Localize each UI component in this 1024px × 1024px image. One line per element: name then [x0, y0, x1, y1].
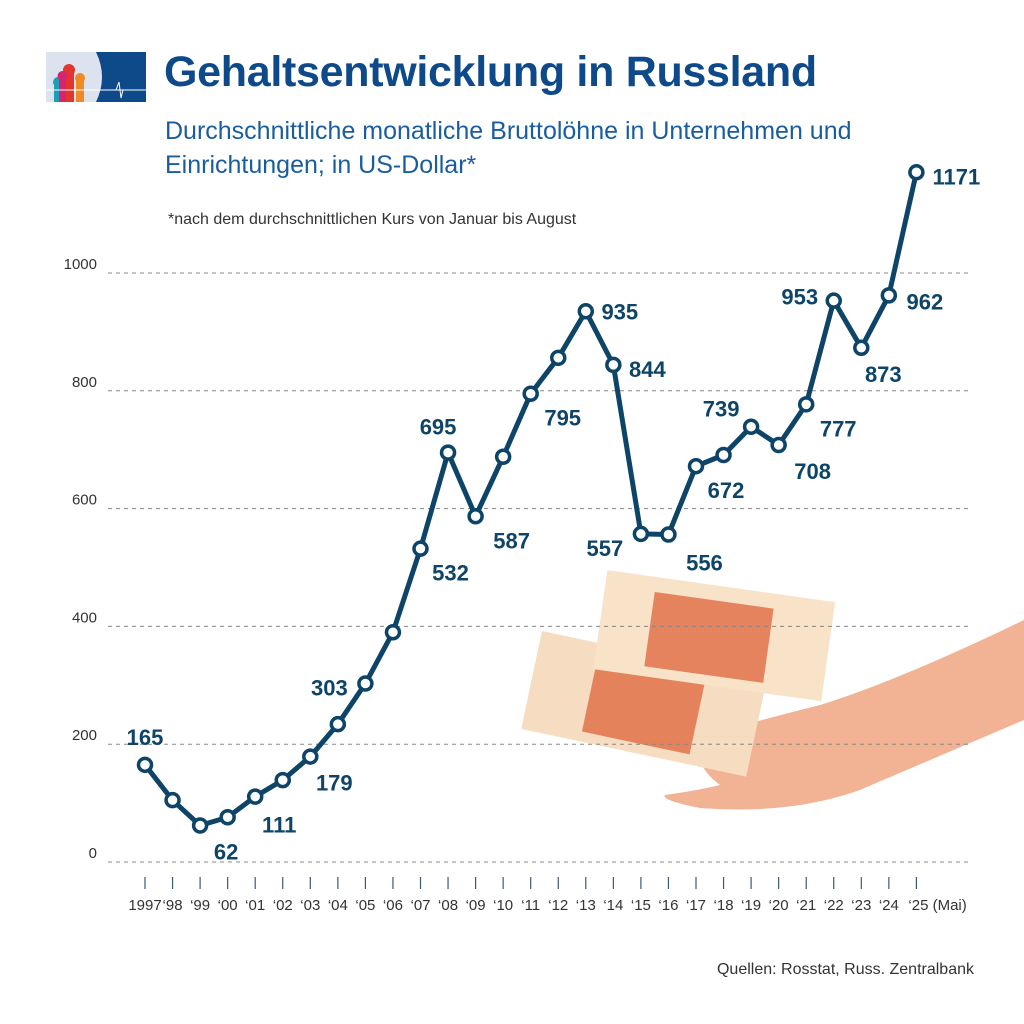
data-point	[274, 771, 291, 789]
y-tick-label: 1000	[64, 256, 97, 273]
data-point	[439, 444, 457, 461]
y-tick-label: 0	[89, 845, 97, 862]
x-tick-label: 1997	[128, 897, 161, 914]
data-label: 556	[686, 551, 723, 576]
x-tick-label: ‘07	[410, 897, 430, 914]
data-label: 795	[544, 406, 581, 431]
data-label: 962	[906, 289, 943, 314]
data-label: 953	[781, 285, 818, 310]
y-tick-label: 400	[72, 609, 97, 626]
data-point	[770, 436, 787, 454]
data-label: 873	[865, 362, 902, 387]
x-tick-label: ‘12	[548, 897, 568, 914]
data-point	[329, 715, 347, 733]
y-tick-label: 200	[72, 727, 97, 744]
x-tick-label: ‘99	[190, 897, 210, 914]
data-point	[797, 396, 815, 413]
data-point	[384, 624, 402, 641]
data-point	[302, 748, 319, 765]
x-tick-label: ‘23	[851, 897, 871, 914]
x-tick-label: ‘24	[879, 897, 899, 914]
data-point	[219, 808, 236, 826]
data-point	[853, 339, 870, 357]
page-title: Gehaltsentwicklung in Russland	[164, 48, 817, 96]
x-tick-label: ‘22	[824, 897, 844, 914]
source-note: Quellen: Rosstat, Russ. Zentralbank	[716, 961, 974, 978]
x-tick-label: ‘10	[493, 897, 513, 914]
x-tick-label: ‘14	[603, 897, 623, 914]
data-label: 777	[820, 416, 857, 441]
data-point	[687, 457, 705, 475]
data-point	[605, 356, 622, 374]
x-tick-label: ‘01	[245, 897, 265, 914]
data-label: 303	[311, 676, 348, 701]
data-point	[908, 164, 925, 181]
x-tick-label: ‘05	[355, 897, 375, 914]
data-point	[467, 508, 484, 525]
logo-icon	[46, 52, 146, 102]
x-tick-label: ‘25 (Mai)	[908, 897, 966, 914]
data-point	[164, 791, 181, 809]
x-tick-label: ‘02	[273, 897, 293, 914]
data-label: 62	[214, 839, 238, 864]
x-tick-label: ‘06	[383, 897, 403, 914]
data-point	[550, 349, 567, 367]
money-illustration	[521, 570, 1024, 810]
y-tick-label: 600	[72, 492, 97, 509]
x-tick-label: ‘03	[300, 897, 320, 914]
data-point	[577, 303, 595, 320]
data-label: 1171	[933, 164, 981, 189]
x-tick-label: ‘16	[658, 897, 678, 914]
data-point	[522, 385, 539, 402]
data-point	[246, 788, 264, 805]
x-tick-label: ‘04	[328, 897, 348, 914]
data-label: 844	[629, 357, 666, 382]
x-tick-label: ‘00	[218, 897, 238, 914]
x-tick-label: ‘98	[163, 897, 183, 914]
data-label: 557	[587, 536, 624, 561]
x-tick-label: ‘17	[686, 897, 706, 914]
data-label: 165	[127, 725, 164, 750]
data-point	[632, 525, 650, 543]
x-tick-label: ‘20	[769, 897, 789, 914]
footnote: *nach dem durchschnittlichen Kurs von Ja…	[168, 211, 577, 228]
x-tick-label: ‘19	[741, 897, 761, 914]
x-tick-label: ‘08	[438, 897, 458, 914]
data-point	[494, 448, 512, 466]
data-label: 695	[420, 415, 457, 440]
data-point	[660, 526, 677, 543]
data-label: 111	[262, 813, 296, 838]
data-label: 532	[432, 561, 469, 586]
data-label: 935	[601, 299, 638, 324]
data-point	[357, 675, 374, 692]
y-tick-label: 800	[72, 374, 97, 391]
data-label: 739	[703, 397, 740, 422]
x-tick-label: ‘09	[466, 897, 486, 914]
hand-illustration	[664, 620, 1024, 810]
data-point	[412, 540, 429, 557]
x-tick-label: ‘18	[714, 897, 734, 914]
data-label: 672	[708, 478, 745, 503]
data-point	[191, 817, 209, 834]
data-point	[880, 287, 898, 304]
data-point	[715, 446, 732, 464]
x-tick-label: ‘21	[796, 897, 816, 914]
x-tick-label: ‘13	[576, 897, 596, 914]
data-point	[825, 292, 842, 309]
subtitle: Durchschnittliche monatliche Bruttolöhne…	[165, 117, 852, 179]
banknote-illustration	[593, 570, 836, 702]
x-tick-label: ‘15	[631, 897, 651, 914]
x-tick-label: ‘11	[521, 897, 540, 914]
data-label: 179	[316, 771, 353, 796]
data-label: 708	[794, 459, 831, 484]
data-label: 587	[493, 528, 530, 553]
data-point	[136, 756, 154, 774]
data-point	[742, 418, 760, 435]
